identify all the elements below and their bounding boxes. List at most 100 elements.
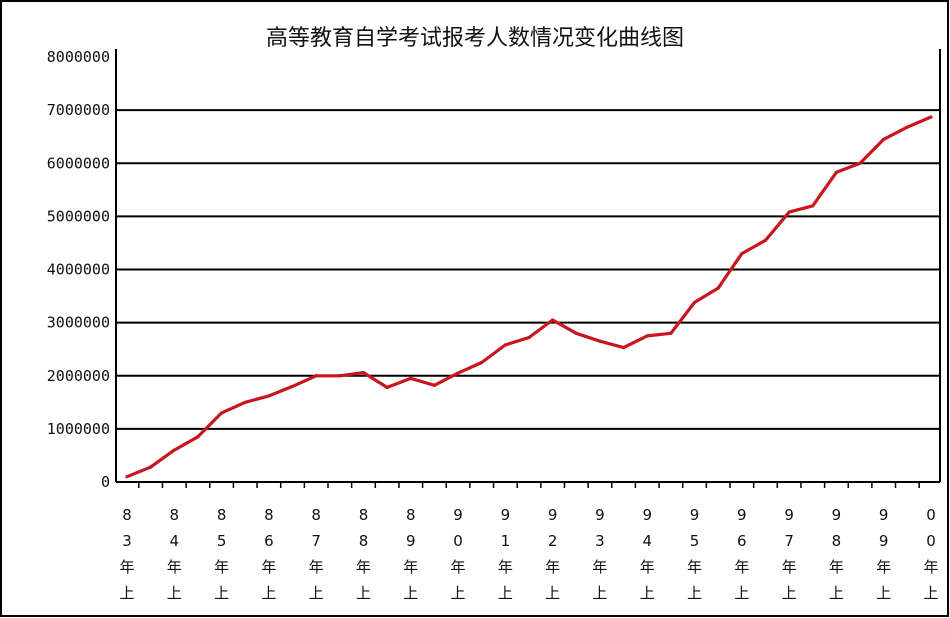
data-point	[385, 385, 389, 390]
x-tick-label: 年	[214, 558, 229, 576]
data-point	[267, 394, 271, 398]
x-tick-label: 上	[261, 584, 276, 602]
x-tick-label: 3	[122, 532, 132, 550]
x-tick-label: 年	[545, 558, 560, 576]
x-tick-label: 上	[356, 584, 371, 602]
data-point	[243, 400, 247, 404]
x-tick-label: 8	[832, 532, 842, 550]
x-tick-label: 上	[119, 584, 134, 602]
x-tick-label: 年	[309, 558, 324, 576]
x-tick-label: 上	[545, 584, 560, 602]
x-tick-label: 4	[170, 532, 180, 550]
chart-title: 高等教育自学考试报考人数情况变化曲线图	[266, 26, 684, 51]
x-tick-label: 年	[829, 558, 844, 576]
x-tick-label: 8	[406, 506, 416, 524]
data-point	[361, 370, 366, 375]
x-tick-label: 上	[734, 584, 749, 602]
x-tick-label: 9	[642, 506, 652, 524]
data-point	[834, 170, 839, 174]
data-point	[409, 376, 413, 381]
data-point	[551, 318, 555, 322]
data-point	[787, 210, 791, 214]
x-tick-label: 8	[311, 506, 321, 524]
x-tick-label: 9	[737, 506, 747, 524]
data-point	[456, 371, 460, 375]
y-tick-label: 7000000	[47, 101, 110, 119]
x-tick-label: 年	[261, 558, 276, 576]
x-tick-label: 9	[832, 506, 842, 524]
x-tick-label: 5	[690, 532, 700, 550]
x-tick-label: 上	[214, 584, 229, 602]
y-tick-label: 5000000	[47, 207, 110, 225]
x-tick-label: 年	[167, 558, 182, 576]
x-tick-label: 9	[595, 506, 605, 524]
x-tick-label: 6	[264, 532, 274, 550]
data-point	[290, 384, 295, 388]
y-tick-label: 6000000	[47, 154, 110, 172]
data-point	[763, 238, 768, 242]
y-tick-label: 0	[101, 473, 110, 491]
data-point	[740, 251, 744, 256]
y-tick-label: 2000000	[47, 367, 110, 385]
data-point	[598, 339, 602, 343]
x-tick-label: 8	[359, 506, 369, 524]
data-point	[527, 335, 531, 340]
x-tick-label: 上	[498, 584, 513, 602]
data-point	[172, 448, 176, 452]
data-point	[480, 360, 484, 365]
x-tick-label: 1	[501, 532, 511, 550]
x-tick-label: 年	[782, 558, 797, 576]
data-point	[503, 343, 507, 347]
x-tick-label: 上	[167, 584, 182, 602]
x-tick-label: 0	[926, 532, 936, 550]
x-tick-label: 年	[451, 558, 466, 576]
x-tick-label: 上	[403, 584, 418, 602]
x-tick-label: 9	[879, 506, 889, 524]
x-tick-label: 年	[923, 558, 938, 576]
data-point	[692, 300, 697, 305]
x-tick-label: 4	[642, 532, 652, 550]
y-tick-label: 4000000	[47, 261, 110, 279]
data-point	[621, 345, 626, 350]
x-tick-label: 9	[690, 506, 700, 524]
y-tick-label: 3000000	[47, 314, 110, 332]
x-tick-label: 上	[923, 584, 938, 602]
x-tick-label: 8	[264, 506, 274, 524]
x-tick-label: 上	[829, 584, 844, 602]
data-point	[432, 383, 437, 387]
data-point	[338, 374, 342, 378]
x-tick-label: 9	[879, 532, 889, 550]
data-point	[149, 465, 153, 469]
data-point	[314, 374, 318, 378]
y-tick-label: 1000000	[47, 420, 110, 438]
x-tick-label: 年	[403, 558, 418, 576]
x-tick-label: 8	[359, 532, 369, 550]
x-tick-label: 2	[548, 532, 558, 550]
x-tick-label: 年	[640, 558, 655, 576]
x-tick-label: 9	[453, 506, 463, 524]
x-tick-label: 0	[926, 506, 936, 524]
data-point	[574, 331, 578, 335]
data-point	[905, 125, 909, 129]
data-point	[196, 435, 200, 439]
data-point	[811, 204, 815, 208]
x-tick-label: 上	[640, 584, 655, 602]
x-tick-label: 8	[170, 506, 180, 524]
x-tick-label: 9	[548, 506, 558, 524]
data-point	[125, 475, 129, 479]
y-tick-label: 8000000	[47, 48, 110, 66]
data-point	[882, 137, 886, 141]
data-point	[716, 286, 720, 290]
x-tick-label: 8	[122, 506, 132, 524]
x-tick-label: 上	[592, 584, 607, 602]
x-tick-label: 上	[451, 584, 466, 602]
data-point	[929, 115, 933, 119]
x-tick-label: 7	[784, 532, 794, 550]
x-tick-label: 7	[311, 532, 321, 550]
x-tick-label: 8	[217, 506, 227, 524]
data-point	[669, 331, 673, 335]
x-tick-label: 9	[501, 506, 511, 524]
x-tick-label: 5	[217, 532, 227, 550]
x-tick-label: 年	[498, 558, 513, 576]
data-point	[645, 334, 649, 338]
